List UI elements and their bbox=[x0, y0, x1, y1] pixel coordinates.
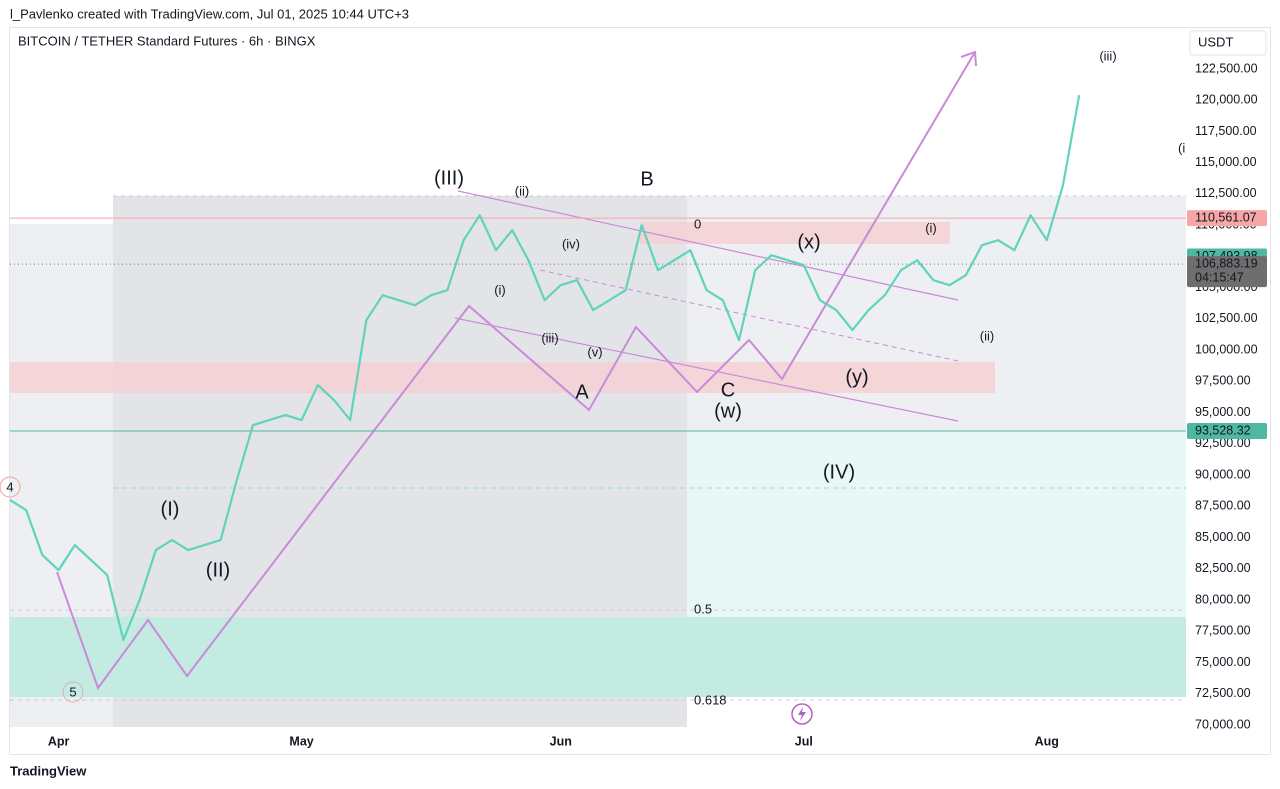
wave-path bbox=[56, 51, 976, 691]
price-label: 106,883.19 bbox=[1195, 256, 1258, 270]
y-tick-label: 85,000.00 bbox=[1195, 530, 1251, 544]
annotation: (IV) bbox=[823, 461, 855, 483]
y-tick-label: 117,500.00 bbox=[1195, 124, 1257, 138]
annotation: (w) bbox=[714, 400, 742, 422]
annotation: B bbox=[640, 168, 653, 190]
annotation: 4 bbox=[6, 479, 13, 494]
annotation: (iii) bbox=[541, 330, 558, 345]
frame bbox=[9, 27, 1271, 755]
price-axis bbox=[1186, 28, 1270, 754]
zone bbox=[10, 617, 1186, 697]
x-tick-label: Aug bbox=[1035, 734, 1059, 748]
annotation: C bbox=[721, 379, 735, 401]
arrow-head bbox=[960, 50, 977, 67]
y-tick-label: 112,500.00 bbox=[1195, 186, 1257, 200]
y-tick-label: 97,500.00 bbox=[1195, 374, 1251, 388]
y-tick-label: 102,500.00 bbox=[1195, 311, 1258, 325]
annotation: (v) bbox=[587, 344, 602, 359]
annotation: (i) bbox=[494, 282, 506, 297]
logo: TradingView bbox=[10, 763, 87, 778]
annotation: A bbox=[575, 381, 589, 403]
price-line-series bbox=[9, 95, 1081, 642]
annotation: (II) bbox=[206, 559, 230, 581]
y-tick-label: 122,500.00 bbox=[1195, 61, 1258, 75]
y-tick-label: 75,000.00 bbox=[1195, 655, 1251, 669]
y-tick-label: 87,500.00 bbox=[1195, 499, 1251, 513]
price-label-box bbox=[1187, 210, 1267, 227]
event-icon bbox=[798, 707, 806, 721]
y-tick-label: 82,500.00 bbox=[1195, 561, 1251, 575]
y-tick-label: 100,000.00 bbox=[1195, 342, 1258, 356]
zone bbox=[10, 362, 995, 393]
circle-marker bbox=[62, 681, 84, 703]
annotation: (i bbox=[1178, 140, 1185, 155]
x-tick-label: Jul bbox=[795, 734, 813, 748]
price-label: 93,528.32 bbox=[1195, 423, 1251, 437]
channel-line bbox=[454, 317, 959, 422]
channel-line bbox=[457, 190, 959, 301]
fib-label: 0 bbox=[694, 216, 701, 231]
y-tick-label: 70,000.00 bbox=[1195, 717, 1251, 731]
y-tick-label: 90,000.00 bbox=[1195, 467, 1251, 481]
annotation: 5 bbox=[69, 684, 76, 699]
annotation: (i) bbox=[925, 220, 937, 235]
annotation: (ii) bbox=[980, 328, 994, 343]
zone bbox=[687, 432, 1186, 617]
x-tick-label: May bbox=[289, 734, 313, 748]
fib-label: 0.5 bbox=[694, 601, 712, 616]
y-tick-label: 80,000.00 bbox=[1195, 592, 1251, 606]
annotation: (y) bbox=[845, 366, 868, 388]
event-icon bbox=[791, 703, 813, 725]
header: l_Pavlenko created with TradingView.com,… bbox=[10, 6, 409, 21]
annotation: (III) bbox=[434, 167, 464, 189]
countdown: 04:15:47 bbox=[1195, 270, 1244, 284]
annotation: (I) bbox=[161, 498, 180, 520]
y-tick-label: 120,000.00 bbox=[1195, 93, 1258, 107]
y-tick-label: 115,000.00 bbox=[1195, 155, 1257, 169]
y-tick-label: 77,500.00 bbox=[1195, 624, 1251, 638]
chart-title: BITCOIN / TETHER Standard Futures · 6h ·… bbox=[18, 33, 316, 48]
price-label: 110,561.07 bbox=[1195, 210, 1257, 224]
price-label-box bbox=[1187, 256, 1267, 288]
currency: USDT bbox=[1198, 34, 1233, 49]
y-tick-label: 95,000.00 bbox=[1195, 405, 1251, 419]
y-tick-label: 72,500.00 bbox=[1195, 686, 1251, 700]
fib-label: 0.618 bbox=[694, 692, 727, 707]
annotation: (x) bbox=[797, 231, 820, 253]
currency-box bbox=[1189, 30, 1267, 56]
x-tick-label: Jun bbox=[550, 734, 572, 748]
annotation: (iv) bbox=[562, 236, 580, 251]
y-tick-label: 92,500.00 bbox=[1195, 436, 1251, 450]
x-tick-label: Apr bbox=[48, 734, 70, 748]
annotation: (ii) bbox=[515, 183, 529, 198]
circle-marker bbox=[0, 476, 21, 498]
price-label-box bbox=[1187, 423, 1267, 440]
annotation: (iii) bbox=[1099, 48, 1116, 63]
